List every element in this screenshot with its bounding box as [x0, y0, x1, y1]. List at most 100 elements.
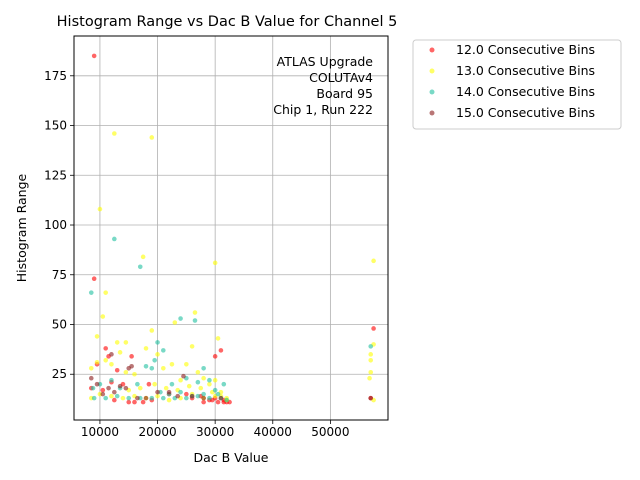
data-point	[91, 395, 97, 401]
x-axis-label: Dac B Value	[193, 450, 268, 465]
data-point	[103, 346, 108, 351]
data-point	[189, 393, 195, 399]
data-point	[155, 340, 160, 345]
x-tick-label: 40000	[254, 425, 292, 439]
data-point	[212, 377, 218, 383]
annotation-line: COLUTAv4	[309, 70, 373, 85]
data-point	[112, 397, 117, 403]
data-point	[368, 369, 374, 375]
data-point	[178, 377, 183, 383]
annotation-box: ATLAS Upgrade COLUTAv4 Board 95 Chip 1, …	[273, 54, 373, 117]
data-point	[218, 348, 224, 353]
data-point	[149, 365, 155, 371]
data-point	[114, 340, 120, 345]
data-point	[161, 395, 166, 401]
data-point	[189, 344, 195, 349]
data-point	[155, 389, 160, 395]
x-axis-ticks: 10000 20000 30000 40000 50000	[81, 420, 349, 439]
legend-item: 12.0 Consecutive Bins	[429, 42, 595, 57]
legend-item: 14.0 Consecutive Bins	[429, 84, 595, 99]
data-point	[149, 328, 155, 333]
legend-label: 13.0 Consecutive Bins	[456, 63, 595, 78]
plot-frame	[73, 35, 389, 421]
data-point	[215, 391, 221, 397]
data-point	[146, 381, 152, 387]
data-point	[155, 352, 160, 357]
data-point	[126, 399, 132, 405]
data-point	[137, 385, 143, 391]
data-point	[215, 399, 221, 405]
y-tick-label: 100	[44, 218, 67, 232]
data-point	[207, 381, 212, 387]
data-point	[143, 363, 149, 369]
data-point	[114, 367, 120, 373]
legend-frame	[412, 39, 622, 130]
data-point	[163, 385, 169, 391]
data-point	[103, 290, 108, 295]
y-tick-label: 75	[52, 268, 67, 282]
legend: 12.0 Consecutive Bins 13.0 Consecutive Bi…	[412, 39, 622, 130]
data-point	[221, 381, 227, 387]
series-2	[88, 131, 376, 403]
data-point	[212, 354, 218, 359]
data-point	[109, 393, 114, 399]
x-tick-label: 50000	[311, 425, 349, 439]
data-point	[112, 236, 117, 242]
data-point	[169, 381, 175, 387]
data-point	[140, 399, 146, 405]
data-point	[178, 389, 183, 395]
data-point	[123, 385, 129, 391]
data-point	[371, 326, 376, 331]
data-point	[91, 53, 97, 59]
y-tick-label: 150	[44, 119, 67, 133]
data-points	[88, 53, 376, 405]
legend-marker	[429, 68, 435, 74]
data-point	[201, 395, 206, 401]
annotation-line: ATLAS Upgrade	[277, 54, 374, 69]
legend-label: 14.0 Consecutive Bins	[456, 84, 595, 99]
data-point	[201, 365, 206, 371]
data-point	[212, 387, 218, 393]
data-point	[195, 369, 201, 375]
data-point	[97, 206, 103, 212]
data-point	[143, 346, 149, 351]
data-point	[368, 344, 374, 349]
data-point	[140, 254, 146, 260]
data-point	[132, 371, 137, 377]
data-point	[212, 260, 218, 266]
data-point	[135, 381, 140, 387]
data-point	[368, 358, 374, 363]
y-tick-label: 50	[52, 317, 67, 331]
data-point	[192, 318, 198, 323]
y-axis-ticks: 25 50 75 100 125 150 175	[44, 69, 74, 381]
data-point	[161, 365, 166, 371]
data-point	[152, 358, 157, 363]
data-point	[152, 381, 157, 387]
legend-item: 13.0 Consecutive Bins	[429, 63, 595, 78]
data-point	[207, 395, 212, 401]
data-point	[215, 336, 221, 341]
data-point	[192, 310, 198, 315]
data-point	[201, 391, 206, 397]
data-point	[178, 316, 183, 321]
data-point	[126, 395, 132, 401]
data-point	[103, 395, 108, 401]
data-point	[91, 276, 97, 282]
data-point	[117, 383, 123, 389]
data-point	[132, 399, 137, 405]
data-point	[117, 350, 123, 355]
y-tick-label: 25	[52, 367, 67, 381]
data-point	[218, 395, 224, 401]
data-point	[106, 385, 111, 391]
data-point	[368, 352, 374, 357]
data-point	[367, 375, 372, 381]
data-point	[207, 377, 212, 383]
chart-title: Histogram Range vs Dac B Value for Chann…	[57, 14, 398, 30]
data-point	[184, 361, 189, 367]
data-point	[135, 395, 140, 401]
legend-marker	[429, 110, 435, 116]
annotation-line: Chip 1, Run 222	[273, 102, 373, 117]
data-point	[112, 131, 117, 136]
data-point	[123, 340, 129, 345]
